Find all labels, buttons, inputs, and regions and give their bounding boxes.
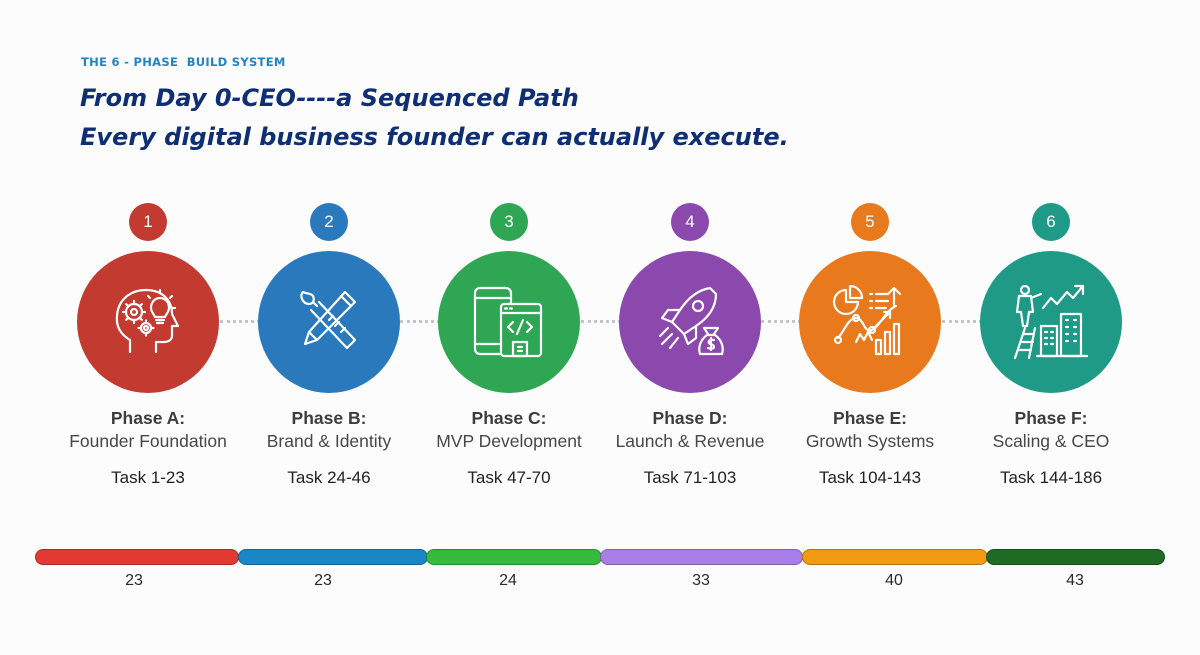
- phase-icon-circle: [438, 251, 580, 393]
- phase-title: Phase A:: [110, 408, 186, 428]
- phase-title: Phase F:: [1014, 408, 1088, 428]
- head-gears-lightbulb-icon: [115, 288, 180, 354]
- phase-task-range: Task 24-46: [287, 468, 371, 487]
- phase-subtitle: Growth Systems: [805, 431, 935, 451]
- person-growth-buildings-icon: [1013, 284, 1089, 360]
- phase-icon-circle: [619, 251, 761, 393]
- segment-value-label: 40: [885, 572, 903, 589]
- phase-connector: [761, 320, 801, 323]
- phase-subtitle: Launch & Revenue: [615, 431, 765, 451]
- progress-segment: [986, 549, 1165, 565]
- headline-line-2: Every digital business founder can actua…: [80, 123, 789, 151]
- segment-value-label: 23: [314, 572, 332, 589]
- phase-subtitle: MVP Development: [436, 431, 582, 451]
- eyebrow-label: THE 6 - PHASE BUILD SYSTEM: [81, 55, 286, 69]
- devices-code-icon: [473, 286, 543, 358]
- phase-task-range: Task 144-186: [999, 468, 1103, 487]
- phase-icon-circle: [980, 251, 1122, 393]
- progress-segment: [600, 549, 803, 565]
- phase-card-f: 6 Phase F: Scaling & CEO Task 144-186: [961, 0, 1141, 520]
- segment-value-label: 23: [125, 572, 143, 589]
- progress-segment: [35, 549, 239, 565]
- phase-subtitle: Founder Foundation: [69, 431, 227, 451]
- phase-icon-circle: [77, 251, 219, 393]
- progress-segment: [426, 549, 602, 565]
- phase-card-e: 5 Phase E: Growth Systems Task 104-143: [780, 0, 960, 520]
- phase-connector: [942, 320, 982, 323]
- phase-task-range: Task 1-23: [111, 468, 185, 487]
- phase-number-badge: 3: [490, 203, 528, 241]
- phase-icon-circle: [799, 251, 941, 393]
- segment-value-label: 24: [499, 572, 517, 589]
- phase-connector: [220, 320, 260, 323]
- phase-connector: [581, 320, 621, 323]
- segment-value-label: 43: [1066, 572, 1084, 589]
- headline-line-1: From Day 0-CEO----a Sequenced Path: [80, 84, 579, 112]
- analytics-charts-icon: [832, 284, 902, 356]
- phase-title: Phase B:: [291, 408, 367, 428]
- phase-card-a: 1 Phase A: Founder Foundation Task 1-23: [58, 0, 238, 520]
- progress-segment: [238, 549, 428, 565]
- phase-task-range: Task 47-70: [467, 468, 551, 487]
- phase-number-badge: 1: [129, 203, 167, 241]
- phase-title: Phase E:: [833, 408, 907, 428]
- phase-connector: [400, 320, 440, 323]
- rocket-moneybag-icon: [658, 286, 724, 356]
- phase-number-badge: 6: [1032, 203, 1070, 241]
- progress-segment: [802, 549, 988, 565]
- phase-number-badge: 2: [310, 203, 348, 241]
- phase-task-range: Task 71-103: [643, 468, 737, 487]
- phase-card-c: 3 Phase C: MVP Development Task 47-70: [419, 0, 599, 520]
- phase-card-b: 2 Phase B: Brand & Identity Task 24-46: [239, 0, 419, 520]
- segment-value-label: 33: [692, 572, 710, 589]
- phase-number-badge: 5: [851, 203, 889, 241]
- phase-task-range: Task 104-143: [818, 468, 922, 487]
- phase-number-badge: 4: [671, 203, 709, 241]
- phase-title: Phase D:: [652, 408, 728, 428]
- brush-pencil-ruler-icon: [300, 290, 357, 350]
- phase-subtitle: Brand & Identity: [266, 431, 392, 451]
- phase-icon-circle: [258, 251, 400, 393]
- phase-card-d: 4 Phase D: Launch & Revenue Task 71-103: [600, 0, 780, 520]
- phase-subtitle: Scaling & CEO: [992, 431, 1110, 451]
- phase-title: Phase C:: [471, 408, 547, 428]
